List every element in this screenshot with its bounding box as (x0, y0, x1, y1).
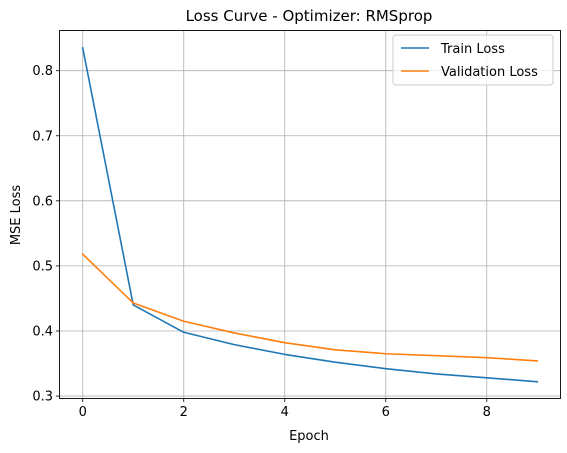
validation-loss-line (81, 253, 539, 362)
plot-frame (59, 30, 561, 399)
x-tick-label: 0 (79, 405, 87, 420)
y-tick-label: 0.3 (32, 390, 53, 405)
legend-label-train: Train Loss (440, 42, 505, 57)
x-tick-label: 2 (180, 405, 188, 420)
x-axis-title: Epoch (289, 429, 329, 444)
x-tick-label: 4 (281, 405, 289, 420)
y-tick-label: 0.7 (32, 129, 53, 144)
y-tick-label: 0.6 (32, 194, 53, 209)
legend-label-validation: Validation Loss (441, 65, 538, 80)
y-tick-label: 0.8 (32, 64, 53, 79)
x-tick-label: 8 (483, 405, 491, 420)
legend-box (392, 34, 554, 86)
y-axis-title: MSE Loss (9, 185, 24, 246)
grid (60, 31, 560, 398)
y-tick-label: 0.5 (32, 259, 53, 274)
series-lines (81, 46, 539, 383)
x-tick-label: 6 (382, 405, 390, 420)
train-loss-line (81, 46, 539, 383)
legend: Train Loss Validation Loss (392, 34, 554, 86)
chart-title: Loss Curve - Optimizer: RMSprop (186, 7, 433, 25)
axis-ticks: 0 2 4 6 8 0.3 0.4 0.5 0.6 0.7 0.8 (32, 64, 491, 420)
y-tick-label: 0.4 (32, 324, 53, 339)
